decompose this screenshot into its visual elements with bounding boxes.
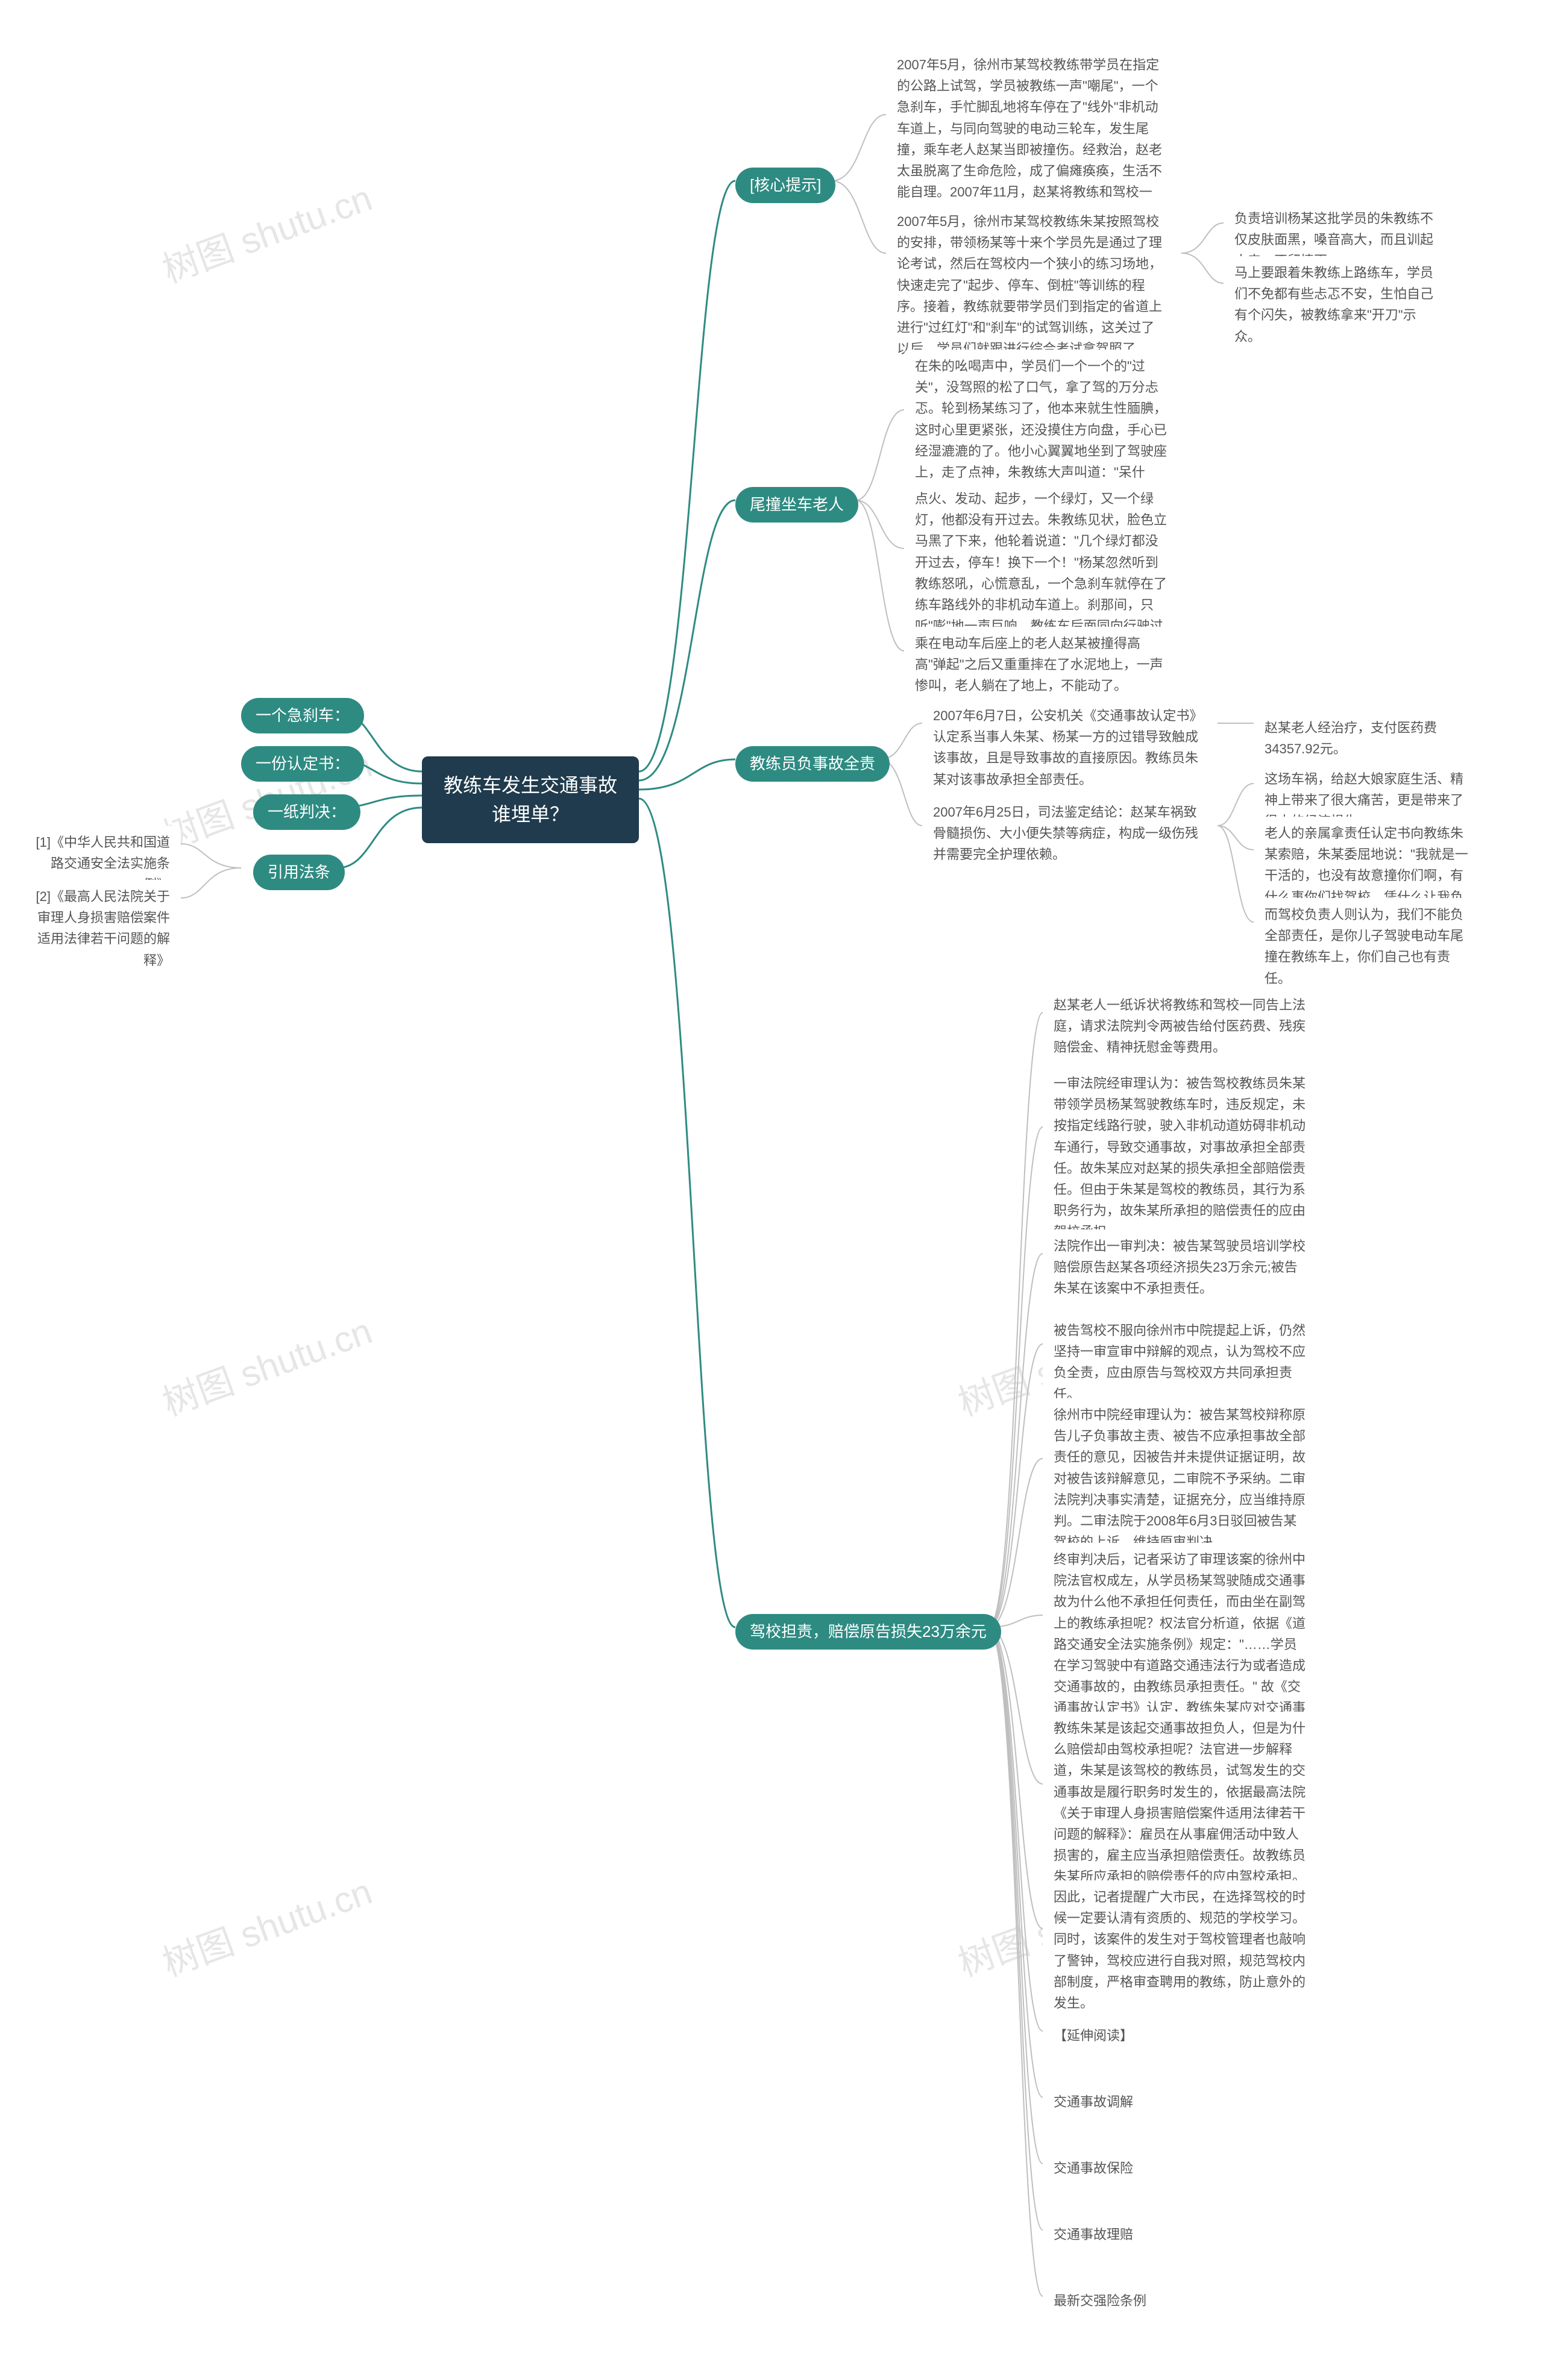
left-branch-4: 引用法条: [253, 855, 345, 890]
r4-leaf12: 交通事故理赔: [1043, 2218, 1144, 2251]
watermark: 树图 shutu.cn: [154, 169, 378, 293]
right-branch-4: 驾校担责，赔偿原告损失23万余元: [735, 1614, 1001, 1650]
r4-leaf10: 交通事故调解: [1043, 2085, 1144, 2118]
right-branch-2: 尾撞坐车老人: [735, 487, 858, 523]
r2-leaf3: 乘在电动车后座上的老人赵某被撞得高高"弹起"之后又重重摔在了水泥地上，一声惨叫，…: [904, 627, 1181, 703]
r3-leaf1-sub: 赵某老人经治疗，支付医药费34357.92元。: [1254, 711, 1483, 765]
left-branch-1: 一个急刹车：: [241, 698, 364, 733]
left-leaf-2: [2]《最高人民法院关于审理人身损害赔偿案件适用法律若干问题的解释》: [24, 880, 181, 977]
r4-leaf8: 因此，记者提醒广大市民，在选择驾校的时候一定要认清有资质的、规范的学校学习。同时…: [1043, 1880, 1320, 2020]
right-branch-1: [核心提示]: [735, 168, 835, 203]
r4-leaf5: 徐州市中院经审理认为：被告某驾校辩称原告儿子负事故主责、被告不应承担事故全部责任…: [1043, 1398, 1320, 1559]
left-branch-2: 一份认定书：: [241, 746, 364, 782]
r3-leaf2-sub3: 而驾校负责人则认为，我们不能负全部责任，是你儿子驾驶电动车尾撞在教练车上，你们自…: [1254, 898, 1483, 995]
r4-leaf4: 被告驾校不服向徐州市中院提起上诉，仍然坚持一审宣审中辩解的观点，认为驾校不应负全…: [1043, 1314, 1320, 1411]
r3-leaf1: 2007年6月7日，公安机关《交通事故认定书》认定系当事人朱某、杨某一方的过错导…: [922, 699, 1211, 796]
right-branch-3: 教练员负事故全责: [735, 746, 890, 782]
root-node: 教练车发生交通事故 谁埋单？: [422, 756, 639, 843]
r3-leaf2: 2007年6月25日，司法鉴定结论：赵某车祸致骨髓损伤、大小便失禁等病症，构成一…: [922, 796, 1211, 871]
r4-leaf9: 【延伸阅读】: [1043, 2019, 1144, 2052]
r4-leaf13: 最新交强险条例: [1043, 2284, 1157, 2317]
r1-leaf2: 2007年5月，徐州市某驾校教练朱某按照驾校的安排，带领杨某等十来个学员先是通过…: [886, 205, 1175, 365]
r4-leaf1: 赵某老人一纸诉状将教练和驾校一同告上法庭，请求法院判令两被告给付医药费、残疾赔偿…: [1043, 988, 1320, 1064]
watermark: 树图 shutu.cn: [154, 1862, 378, 1986]
r4-leaf3: 法院作出一审判决：被告某驾驶员培训学校赔偿原告赵某各项经济损失23万余元;被告朱…: [1043, 1229, 1320, 1305]
r4-leaf11: 交通事故保险: [1043, 2152, 1144, 2185]
watermark: 树图 shutu.cn: [154, 1302, 378, 1426]
r4-leaf2: 一审法院经审理认为：被告驾校教练员朱某带领学员杨某驾驶教练车时，违反规定，未按指…: [1043, 1067, 1320, 1249]
left-branch-3: 一纸判决：: [253, 794, 360, 830]
r1-leaf2-sub2: 马上要跟着朱教练上路练车，学员们不免都有些忐忑不安，生怕自己有个闪失，被教练拿来…: [1224, 256, 1453, 353]
r4-leaf7: 教练朱某是该起交通事故担负人，但是为什么赔偿却由驾校承担呢？法官进一步解释道，朱…: [1043, 1712, 1320, 1894]
